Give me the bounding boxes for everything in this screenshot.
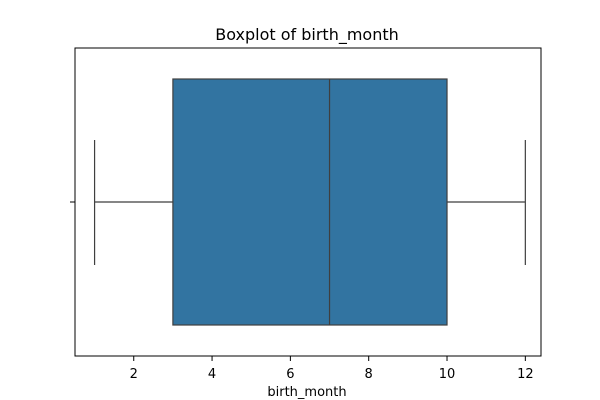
x-tick-label: 8 bbox=[365, 367, 373, 382]
x-tick-label: 4 bbox=[208, 367, 216, 382]
box-iqr bbox=[172, 78, 448, 326]
x-tick-label: 10 bbox=[439, 367, 456, 382]
x-axis-label: birth_month bbox=[267, 385, 346, 400]
x-axis-ticks: 2 4 6 8 10 12 bbox=[130, 356, 534, 382]
x-tick-label: 2 bbox=[130, 367, 138, 382]
x-tick-label: 6 bbox=[286, 367, 294, 382]
chart-title: Boxplot of birth_month bbox=[215, 25, 399, 45]
box-group bbox=[93, 78, 526, 326]
x-tick-label: 12 bbox=[517, 367, 534, 382]
